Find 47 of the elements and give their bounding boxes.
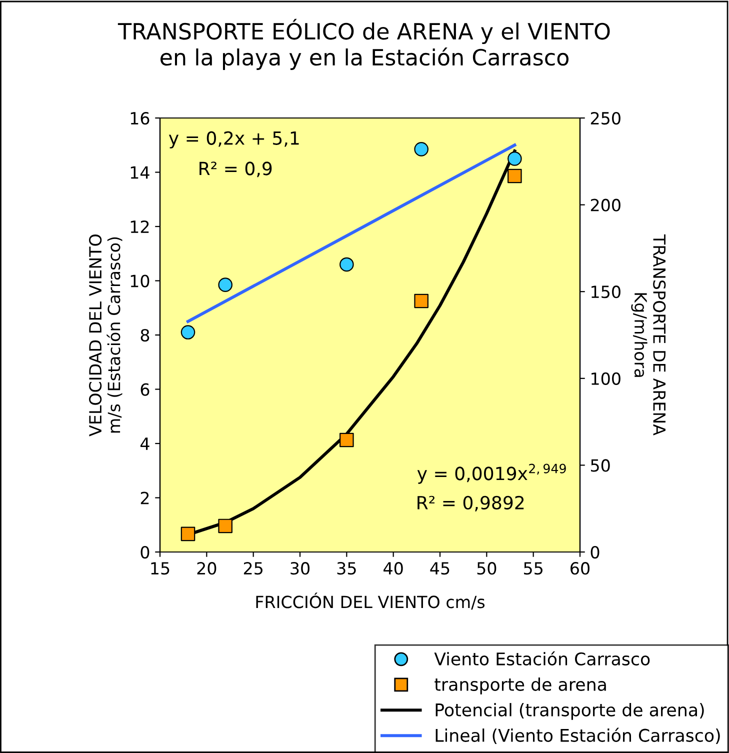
legend-label: Potencial (transporte de arena) [436,703,704,720]
annotation: R² = 0,9892 [418,496,524,512]
point [414,142,428,156]
x-tick-label: 15 [151,562,170,575]
point [180,526,196,542]
point [180,325,196,340]
x-tick-label: 50 [477,562,496,575]
x-tick-label: 35 [337,562,356,575]
annotation: y = 0,0019x$^{2,949}$ [417,464,566,484]
point [414,294,428,308]
legend-label: Lineal (Viento Estación Carrasco) [436,728,720,744]
y2-tick-label: 100 [592,372,620,385]
x-tick-label: 45 [430,562,450,575]
y2-tick-label: 200 [590,198,620,212]
y-tick-label: 10 [130,274,150,288]
x-tick-label: 25 [244,562,262,575]
x-tick-label: 60 [570,562,590,575]
y2-axis-title: TRANSPORTE DE ARENA Kg/m/hora [631,234,666,436]
point [218,518,232,534]
chart-title: TRANSPORTE EÓLICO de ARENA y el VIENTO en la playa y en la Estación Carrasco [118,18,610,70]
y-axis-title: VELOCIDAD DEL VIENTO m/s (Estación Carrasco) [89,234,122,436]
y2-tick-label: 50 [591,459,610,472]
point [218,278,232,292]
x-axis-title: FRICCIÓN DEL VIENTO cm/s [256,592,485,610]
y-tick-label: 16 [130,112,150,125]
point [508,168,522,184]
y-tick-label: 8 [140,328,150,342]
x-tick-label: 55 [524,562,542,575]
annotation: y = 0,2x + 5,1 [168,131,299,148]
y2-tick-label: 0 [590,546,600,559]
point [340,257,354,272]
y-tick-label: 0 [140,546,150,559]
x-tick-label: 40 [384,562,403,575]
y-tick-label: 14 [130,166,150,179]
annotation: R² = 0,9 [200,162,272,178]
y2-tick-label: 150 [592,286,620,298]
x-tick-label: 30 [290,562,310,575]
point [508,152,522,166]
legend-label: transporte de arena [434,678,606,694]
legend-label: Viento Estación Carrasco [434,651,650,666]
x-tick-label: 20 [197,562,216,575]
y-tick-label: 12 [130,220,149,233]
y-tick-label: 6 [140,383,150,396]
y2-tick-label: 250 [590,112,620,125]
point [340,432,354,448]
y-tick-label: 2 [140,492,149,504]
y-tick-label: 4 [140,438,150,450]
